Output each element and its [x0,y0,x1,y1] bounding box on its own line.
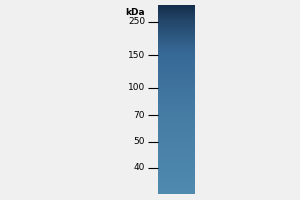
Text: 40: 40 [134,164,145,172]
Text: 70: 70 [134,110,145,119]
Text: 100: 100 [128,84,145,92]
Text: kDa: kDa [125,8,145,17]
Text: 50: 50 [134,138,145,146]
Text: 150: 150 [128,50,145,60]
Text: 250: 250 [128,18,145,26]
